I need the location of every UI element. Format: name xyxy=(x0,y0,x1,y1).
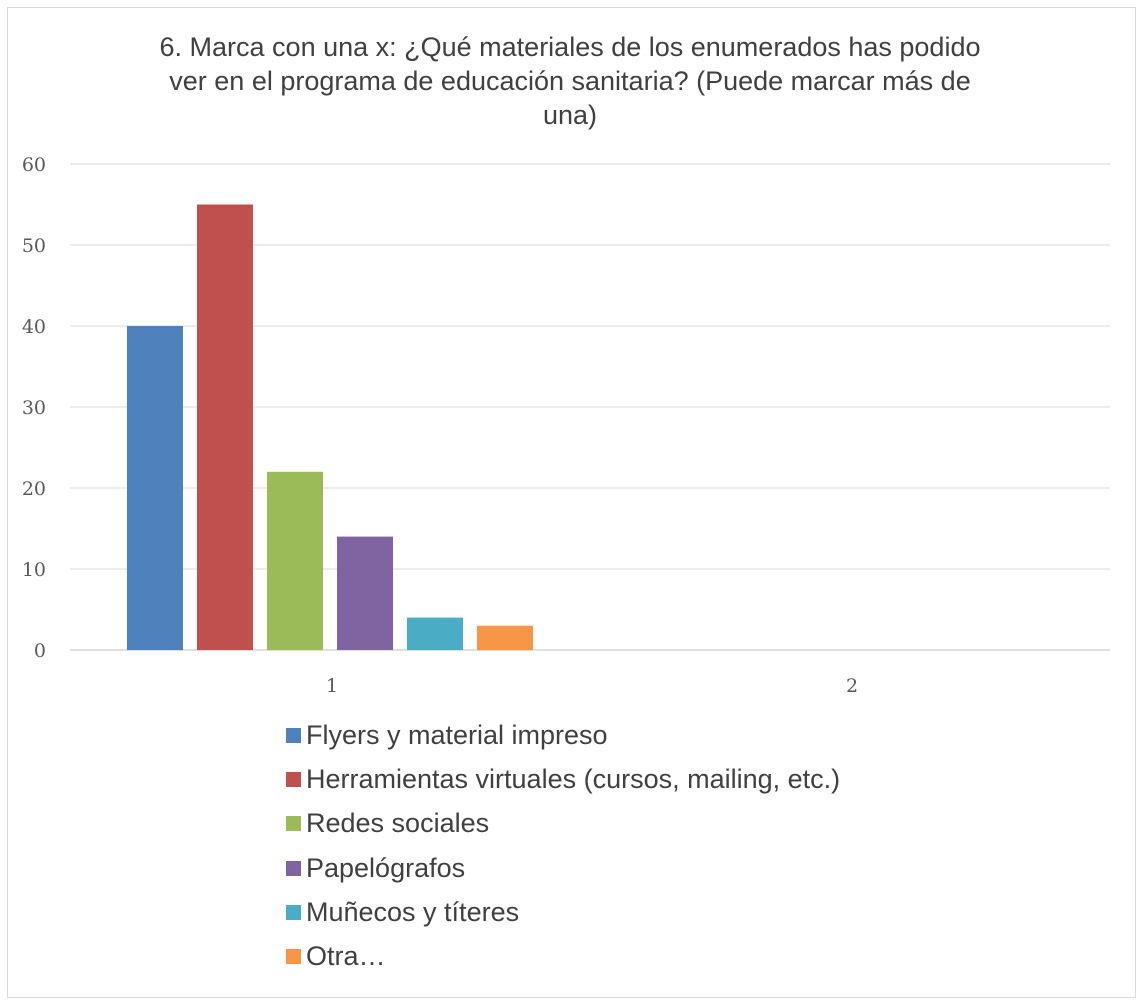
x-tick-label: 2 xyxy=(846,675,858,697)
bar-herramientas-virtuales-cursos-mailing-etc xyxy=(197,204,253,650)
legend-swatch xyxy=(286,727,301,743)
legend-swatch xyxy=(286,816,301,832)
y-tick-label: 30 xyxy=(22,397,46,419)
legend-label: Otra… xyxy=(306,941,386,972)
legend-item: Papelógrafos xyxy=(286,847,840,889)
y-tick-label: 50 xyxy=(22,235,46,257)
legend-label: Herramientas virtuales (cursos, mailing,… xyxy=(306,763,841,794)
y-tick-label: 20 xyxy=(22,478,46,500)
legend-label: Papelógrafos xyxy=(306,852,466,883)
chart-title: 6. Marca con una x: ¿Qué materiales de l… xyxy=(120,30,1020,132)
legend-item: Muñecos y títeres xyxy=(286,892,840,934)
y-tick-label: 60 xyxy=(22,154,46,176)
legend-swatch xyxy=(286,771,301,787)
legend-swatch xyxy=(286,905,301,921)
y-tick-label: 10 xyxy=(22,559,46,581)
chart-frame xyxy=(7,7,1136,998)
legend-item: Otra… xyxy=(286,936,840,978)
bar-redes-sociales xyxy=(267,471,323,650)
y-tick-label: 40 xyxy=(22,316,46,338)
chart-title-line-1: 6. Marca con una x: ¿Qué materiales de l… xyxy=(159,32,981,62)
chart-legend: Flyers y material impreso Herramientas vi… xyxy=(286,714,840,980)
x-tick-label: 1 xyxy=(326,675,338,697)
bar-mu-ecos-y-t-teres xyxy=(407,617,463,650)
legend-swatch xyxy=(286,860,301,876)
chart-title-line-3: una) xyxy=(542,100,598,130)
legend-label: Redes sociales xyxy=(306,808,490,839)
legend-label: Muñecos y títeres xyxy=(306,897,520,928)
legend-label: Flyers y material impreso xyxy=(306,719,608,750)
chart-title-line-2: ver en el programa de educación sanitari… xyxy=(169,66,971,96)
legend-item: Flyers y material impreso xyxy=(286,714,840,756)
y-tick-label: 0 xyxy=(34,640,46,662)
bar-papel-grafos xyxy=(337,536,393,650)
legend-item: Herramientas virtuales (cursos, mailing,… xyxy=(286,758,840,800)
legend-item: Redes sociales xyxy=(286,803,840,845)
legend-swatch xyxy=(286,949,301,965)
bar-flyers-y-material-impreso xyxy=(127,326,183,650)
bar-otra xyxy=(477,625,533,650)
